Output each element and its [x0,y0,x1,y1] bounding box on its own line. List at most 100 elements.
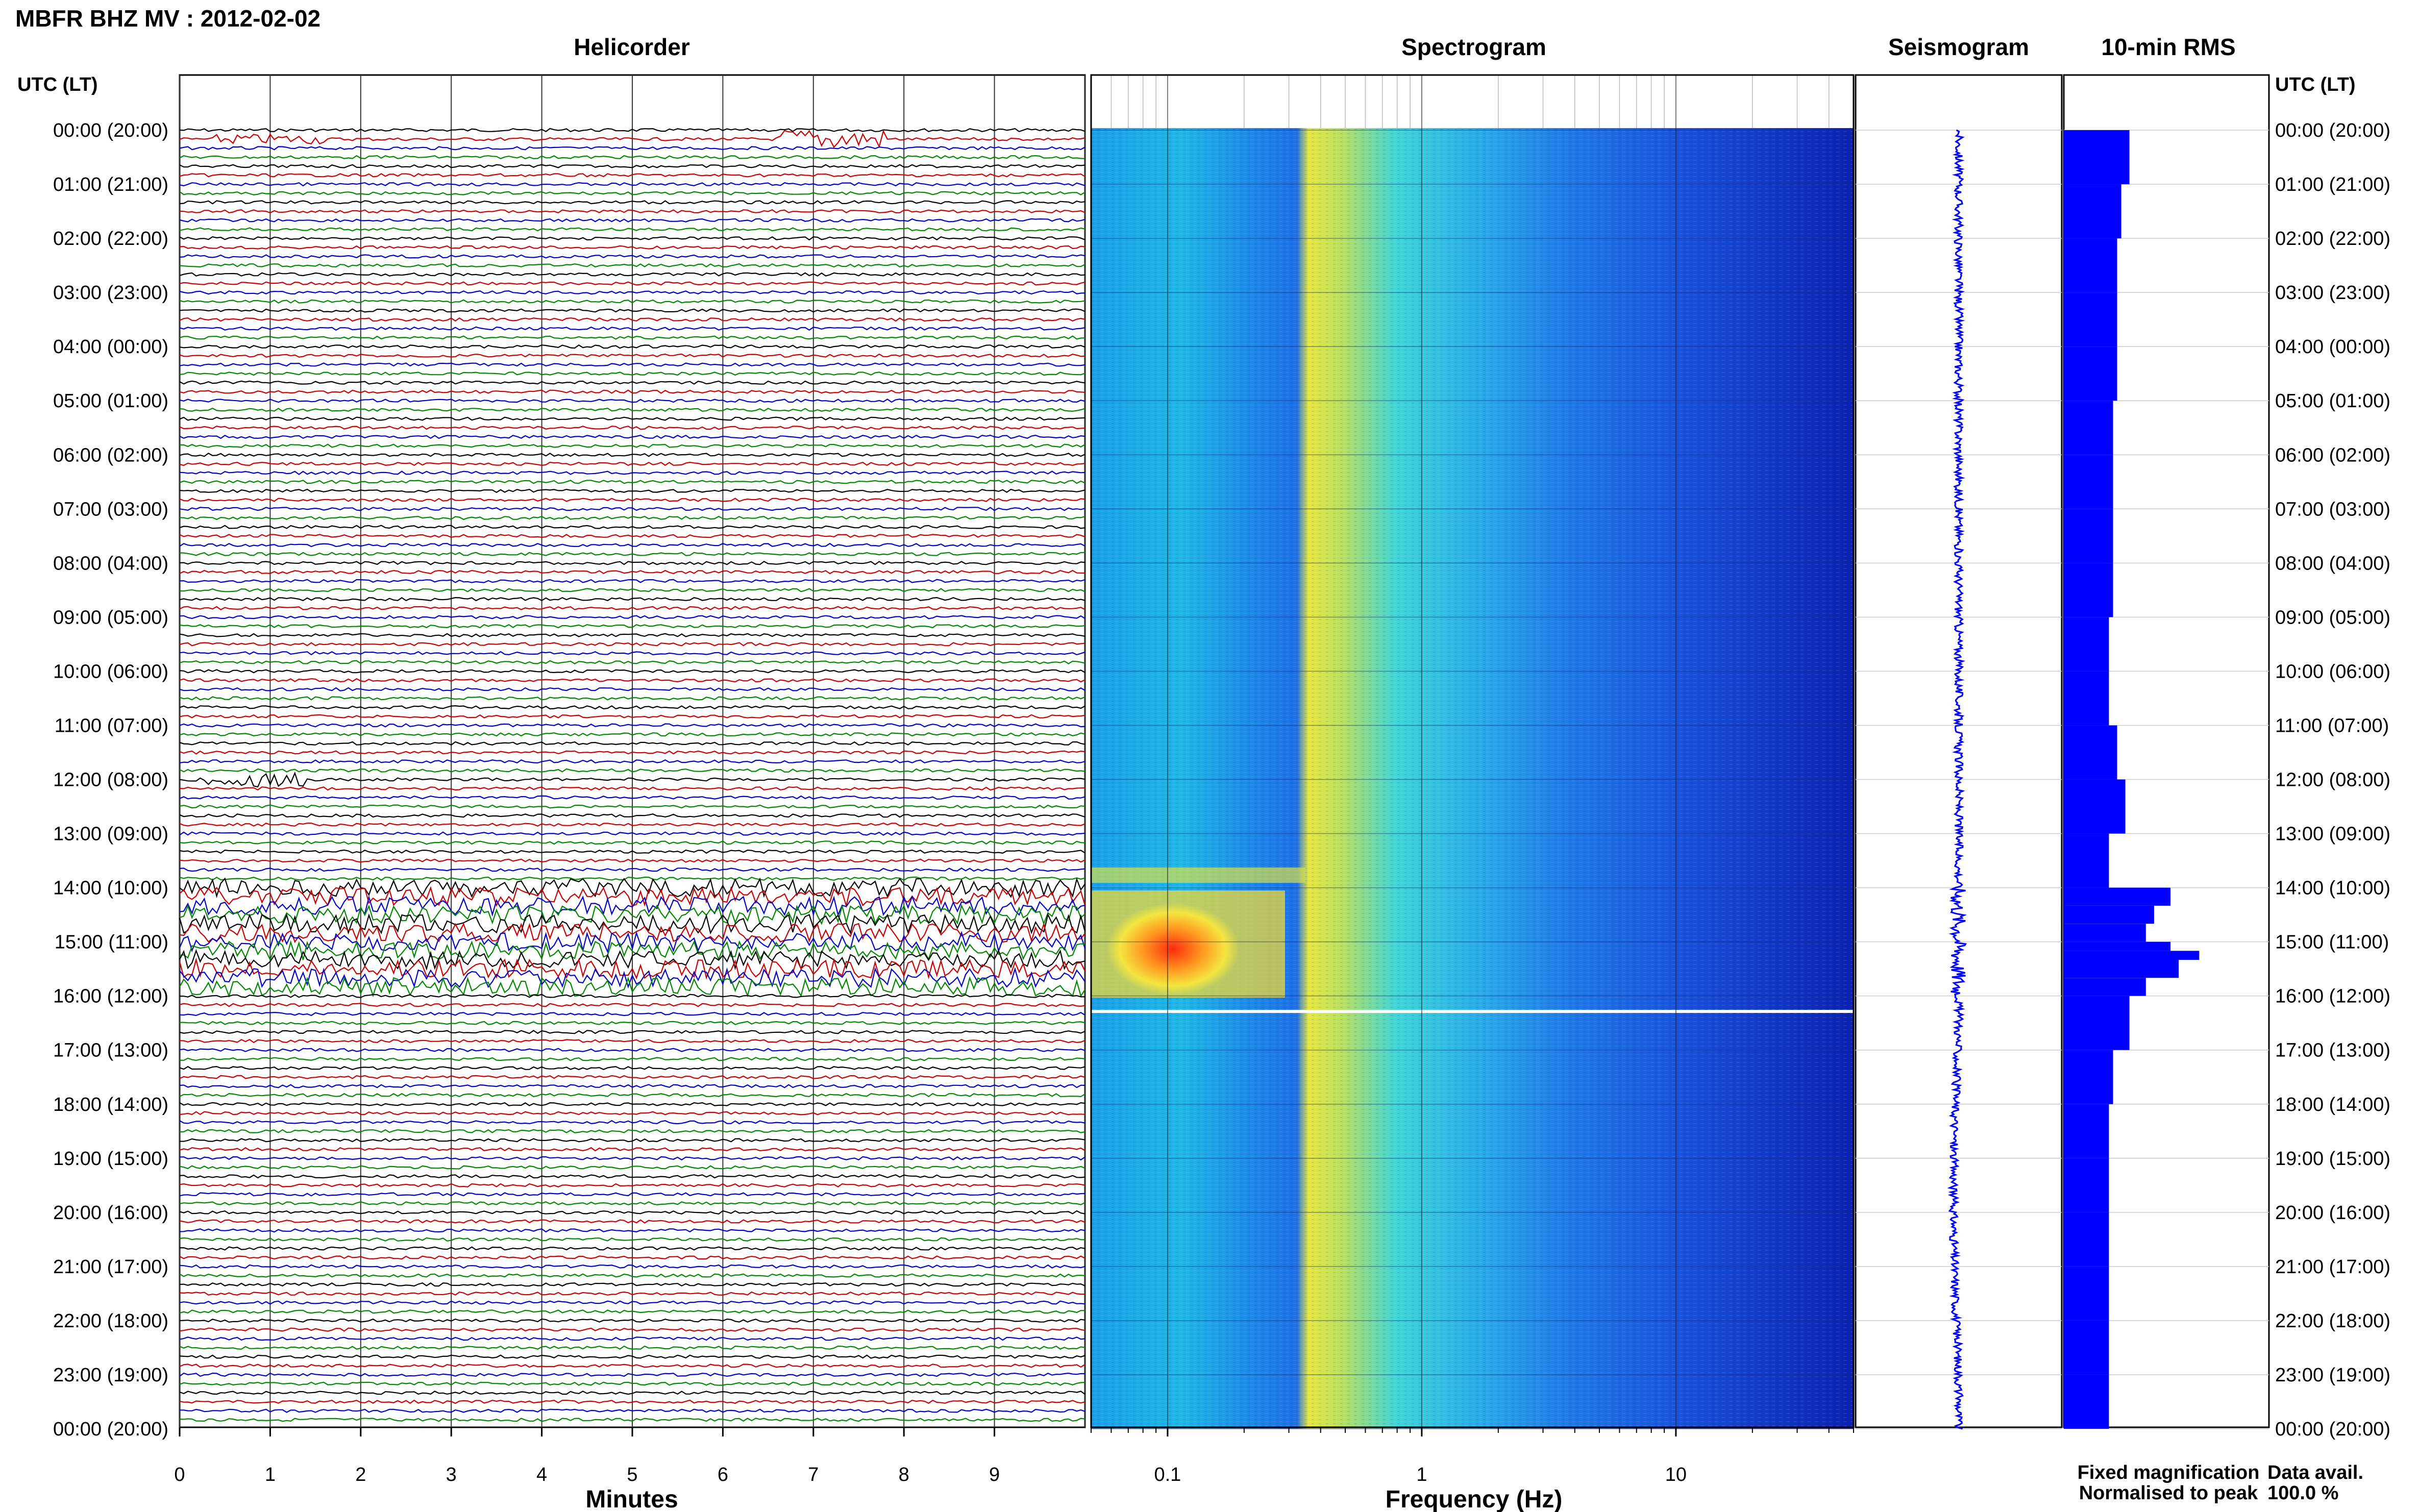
helicorder-trace-line [179,1345,1085,1350]
helicorder-trace-line [179,705,1085,710]
helicorder-trace-line [179,795,1085,800]
helicorder-trace-line [179,750,1085,755]
helicorder-trace-line [179,1300,1085,1305]
time-label-right: 02:00 (22:00) [2275,228,2390,250]
helicorder-trace-line [179,1138,1085,1143]
helicorder-trace-line [179,525,1085,529]
helicorder-trace-line [179,615,1085,619]
helicorder-trace-line [179,732,1085,737]
helicorder-trace-line [179,966,1085,989]
time-labels-left: 00:00 (20:00) 01:00 (21:00) 02:00 (22:00) 0… [53,120,168,1440]
rms-panel [2063,74,2270,1429]
helicorder-trace-line [179,1011,1085,1017]
helicorder-trace-line [179,1165,1085,1170]
time-label-right: 10:00 (06:00) [2275,661,2390,682]
helicorder-trace-line [179,1174,1085,1179]
rms-bar [2064,1212,2109,1267]
time-label-left: 17:00 (13:00) [53,1040,168,1061]
time-label-left: 16:00 (12:00) [53,986,168,1007]
helicorder-trace-line [179,931,1086,954]
time-label-right: 21:00 (17:00) [2275,1256,2390,1278]
helicorder-trace-line [179,164,1085,168]
helicorder-trace-line [179,344,1085,349]
helicorder-trace-line [179,714,1085,718]
rms-bar [2064,996,2130,1050]
helicorder-trace-line [179,687,1085,691]
spectrogram-tick-label: 10 [1665,1464,1687,1485]
helicorder-trace-line [179,1003,1085,1007]
helicorder-trace-line [179,507,1085,511]
helicorder-trace-line [179,1065,1085,1071]
helicorder-trace-line [179,1327,1085,1332]
helicorder-trace-line [179,976,1085,998]
helicorder-trace-line [179,488,1085,493]
time-label-left: 02:00 (22:00) [53,228,168,250]
helicorder-tick-label: 3 [446,1464,457,1485]
helicorder-trace-line [179,1399,1085,1404]
time-label-right: 15:00 (11:00) [2275,932,2389,953]
helicorder-trace-line [179,443,1085,448]
seismogram-title: Seismogram [1888,34,2029,60]
time-label-right: 11:00 (07:00) [2275,715,2389,736]
seismogram-trace [1947,129,1967,1430]
time-label-right: 04:00 (00:00) [2275,336,2390,358]
seismogram-panel [1855,74,2063,1430]
time-label-right: 22:00 (18:00) [2275,1310,2390,1332]
spectrogram-title: Spectrogram [1401,34,1546,60]
spectrogram-tick-label: 1 [1416,1464,1427,1485]
helicorder-trace-line [179,326,1085,331]
time-label-left: 01:00 (21:00) [53,174,168,195]
helicorder-trace-line [179,786,1085,791]
helicorder-trace-line [179,129,1085,148]
helicorder-tick-label: 4 [536,1464,547,1485]
spectrogram-panel [1090,74,1855,1429]
helicorder-trace-line [179,128,1085,133]
helicorder-trace-line [179,299,1085,304]
helicorder-trace-line [179,1210,1085,1215]
helicorder-trace-line [179,1129,1085,1133]
rms-bar [2064,959,2179,978]
helicorder-trace-line [179,362,1085,367]
helicorder-tick-label: 1 [265,1464,276,1485]
helicorder-trace-line [179,191,1085,195]
rms-bar [2064,346,2117,401]
helicorder-trace-line [179,651,1085,656]
helicorder-trace-line [179,1237,1085,1242]
time-axis-header-left: UTC (LT) [17,74,98,95]
helicorder-trace-line [179,876,1085,881]
time-label-left: 09:00 (05:00) [53,607,168,628]
helicorder-trace-line [179,1309,1085,1314]
helicorder-trace-line [179,353,1085,358]
data-availability-label: Data avail. [2267,1462,2363,1483]
rms-bar [2064,1158,2109,1212]
helicorder-trace-line [179,1201,1085,1206]
helicorder-trace-line [179,759,1085,764]
rms-bar [2064,509,2113,563]
helicorder-trace-line [179,434,1085,439]
helicorder-trace-line [179,146,1085,151]
helicorder-trace-line [179,895,1085,917]
helicorder-trace-line [179,272,1085,277]
rms-bar [2064,725,2117,780]
time-label-right: 08:00 (04:00) [2275,553,2390,574]
rms-bar [2064,292,2117,347]
helicorder-trace-line [179,768,1085,773]
helicorder-trace-line [179,771,1085,788]
time-label-right: 12:00 (08:00) [2275,770,2390,791]
data-availability-value: 100.0 % [2267,1482,2338,1504]
time-label-left: 12:00 (08:00) [53,770,168,791]
helicorder-title: Helicorder [574,34,690,60]
helicorder-trace-line [179,741,1085,746]
helicorder-trace-line [179,804,1085,809]
helicorder-trace-line [179,867,1085,872]
helicorder-trace-line [179,1192,1085,1197]
rms-bar [2064,455,2113,509]
time-label-right: 05:00 (01:00) [2275,390,2390,412]
time-label-right: 00:00 (20:00) [2275,120,2390,141]
spectrogram-x-ticks: 0.1 1 10 [1091,1427,1854,1485]
helicorder-trace-line [179,1318,1085,1323]
helicorder-trace-line [179,552,1085,556]
time-label-right: 17:00 (13:00) [2275,1040,2390,1061]
helicorder-trace-line [179,1228,1085,1233]
